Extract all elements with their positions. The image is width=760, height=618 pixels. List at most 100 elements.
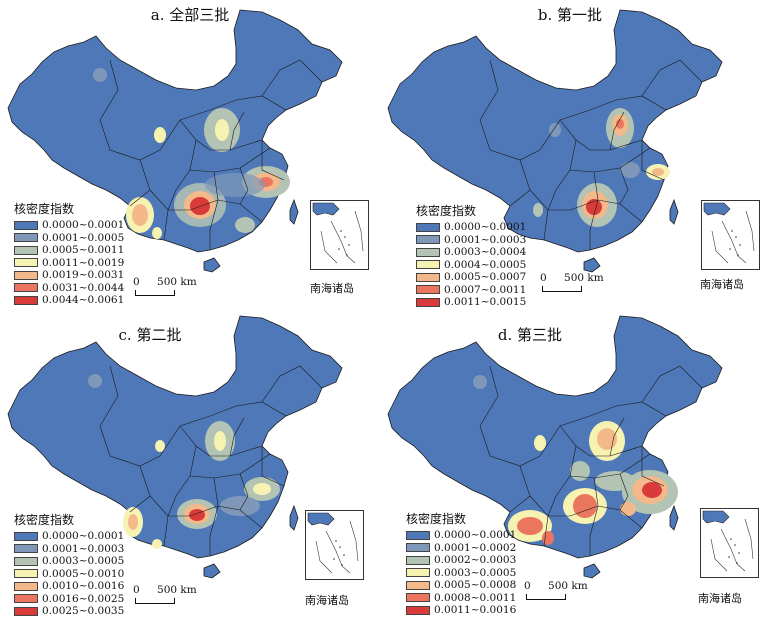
inset-label: 南海诸岛	[700, 278, 744, 291]
legend-swatch	[14, 581, 38, 591]
legend-item: 0.0005~0.0008	[406, 579, 516, 592]
legend-item: 0.0008~0.0011	[406, 592, 516, 605]
legend-item: 0.0010~0.0016	[14, 580, 124, 593]
legend-label: 0.0004~0.0005	[444, 258, 527, 271]
inset-label: 南海诸岛	[698, 592, 742, 605]
legend-swatch	[14, 594, 38, 604]
legend-label: 0.0000~0.0001	[444, 221, 527, 234]
legend-label: 0.0011~0.0019	[42, 256, 125, 269]
legend-label: 0.0005~0.0008	[434, 579, 517, 592]
legend-label: 0.0007~0.0011	[444, 283, 527, 296]
legend-swatch	[14, 606, 38, 616]
legend-label: 0.0025~0.0035	[42, 605, 125, 618]
legend-swatch	[406, 593, 430, 603]
legend-title: 核密度指数	[406, 512, 467, 526]
legend-item: 0.0000~0.0001	[14, 530, 124, 543]
legend-swatch	[416, 272, 440, 282]
legend-item: 0.0000~0.0001	[14, 219, 124, 232]
legend-item: 0.0001~0.0005	[14, 232, 124, 245]
legend-item: 0.0001~0.0003	[416, 234, 526, 247]
legend-item: 0.0005~0.0011	[14, 244, 124, 257]
scale-bar: 0 500 km	[524, 580, 588, 600]
legend-swatch	[406, 543, 430, 553]
legend-label: 0.0010~0.0016	[42, 580, 125, 593]
legend-item: 0.0011~0.0015	[416, 296, 526, 309]
legend-title: 核密度指数	[14, 202, 75, 216]
legend-item: 0.0007~0.0011	[416, 284, 526, 297]
scale-label: 500 km	[157, 276, 197, 288]
scale-label: 500 km	[157, 584, 197, 596]
legend-swatch	[416, 247, 440, 257]
legend-label: 0.0008~0.0011	[434, 591, 517, 604]
scale-zero: 0	[524, 580, 531, 592]
density-hotspots-d	[473, 375, 678, 545]
density-hotspots-c	[88, 374, 280, 549]
legend-item: 0.0031~0.0044	[14, 282, 124, 295]
legend-label: 0.0031~0.0044	[42, 281, 125, 294]
panel-b: b. 第一批 核密度指数 0.0000~0.0001 0.0001~0.0003 0…	[380, 0, 760, 309]
legend-item: 0.0005~0.0007	[416, 271, 526, 284]
legend-label: 0.0001~0.0003	[444, 233, 527, 246]
legend-swatch	[14, 569, 38, 579]
legend-item: 0.0001~0.0002	[406, 542, 516, 555]
legend-label: 0.0011~0.0015	[444, 296, 527, 309]
legend-item: 0.0005~0.0010	[14, 568, 124, 581]
legend-label: 0.0011~0.0016	[434, 604, 517, 617]
legend-label: 0.0005~0.0007	[444, 271, 527, 284]
scale-bar: 0 500 km	[133, 276, 197, 296]
legend-swatch	[14, 556, 38, 566]
legend-label: 0.0005~0.0011	[42, 244, 125, 257]
legend-item: 0.0044~0.0061	[14, 294, 124, 307]
legend-swatch	[14, 544, 38, 554]
legend-item: 0.0003~0.0005	[14, 555, 124, 568]
map-china-c	[7, 315, 343, 579]
legend-item: 0.0016~0.0025	[14, 593, 124, 606]
legend-label: 0.0001~0.0005	[42, 231, 125, 244]
scale-label: 500 km	[564, 272, 604, 284]
scale-zero: 0	[540, 272, 547, 284]
legend-item: 0.0004~0.0005	[416, 259, 526, 272]
scale-bar: 0 500 km	[133, 584, 197, 604]
scale-zero: 0	[133, 276, 140, 288]
inset-label: 南海诸岛	[305, 594, 349, 607]
legend-swatch	[416, 235, 440, 245]
panel-title: c. 第二批	[118, 326, 182, 344]
legend-label: 0.0044~0.0061	[42, 294, 125, 307]
legend-item: 0.0000~0.0001	[406, 529, 516, 542]
legend: 核密度指数 0.0000~0.0001 0.0001~0.0003 0.0003~0…	[416, 202, 526, 309]
density-hotspots-a	[93, 68, 290, 239]
legend-label: 0.0005~0.0010	[42, 567, 125, 580]
legend-item: 0.0011~0.0016	[406, 604, 516, 617]
inset-label: 南海诸岛	[310, 282, 354, 295]
legend-label: 0.0000~0.0001	[434, 529, 517, 542]
legend-label: 0.0003~0.0004	[444, 246, 527, 259]
legend-label: 0.0001~0.0003	[42, 542, 125, 555]
south-china-sea-inset	[700, 508, 759, 578]
legend-item: 0.0002~0.0003	[406, 554, 516, 567]
legend-swatch	[14, 531, 38, 541]
legend-swatch	[14, 220, 38, 230]
legend-item: 0.0003~0.0005	[406, 567, 516, 580]
map-china-b	[387, 9, 723, 273]
legend-item: 0.0019~0.0031	[14, 269, 124, 282]
legend-item: 0.0011~0.0019	[14, 257, 124, 270]
legend-item: 0.0001~0.0003	[14, 543, 124, 556]
scale-bar: 0 500 km	[540, 272, 604, 292]
legend-label: 0.0002~0.0003	[434, 554, 517, 567]
legend: 核密度指数 0.0000~0.0001 0.0001~0.0005 0.0005~0…	[14, 200, 124, 307]
legend-label: 0.0001~0.0002	[434, 541, 517, 554]
south-china-sea-inset	[701, 200, 760, 270]
panel-d: d. 第三批 核密度指数 0.0000~0.0001 0.0001~0.0002 0…	[380, 306, 760, 616]
legend-swatch	[14, 270, 38, 280]
legend-swatch	[406, 605, 430, 615]
legend-swatch	[406, 580, 430, 590]
legend: 核密度指数 0.0000~0.0001 0.0001~0.0002 0.0002~0…	[406, 510, 516, 617]
legend-label: 0.0003~0.0005	[434, 566, 517, 579]
legend-label: 0.0003~0.0005	[42, 555, 125, 568]
legend-swatch	[416, 222, 440, 232]
legend-swatch	[406, 568, 430, 578]
south-china-sea-inset	[310, 200, 369, 270]
legend-swatch	[416, 260, 440, 270]
legend-label: 0.0000~0.0001	[42, 219, 125, 232]
legend-item: 0.0025~0.0035	[14, 605, 124, 618]
